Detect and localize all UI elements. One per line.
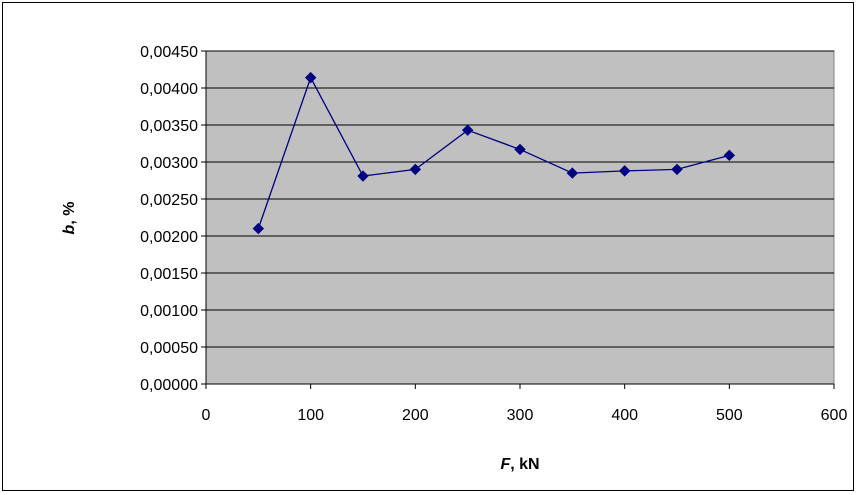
data-point	[252, 222, 265, 235]
y-tick-label: 0,00450	[140, 44, 198, 61]
x-tick-label: 200	[402, 407, 429, 424]
y-tick-label: 0,00000	[140, 377, 198, 394]
y-tick-label: 0,00150	[140, 266, 198, 283]
y-tick-label: 0,00250	[140, 192, 198, 209]
gridlines	[206, 50, 834, 348]
data-point	[514, 143, 526, 156]
y-tick-label: 0,00300	[140, 155, 198, 172]
y-tick-label: 0,00100	[140, 303, 198, 320]
y-axis-title: b, %	[61, 202, 78, 235]
x-axis-title: F, kN	[500, 456, 539, 473]
x-tick-label: 400	[611, 407, 638, 424]
tick-marks	[201, 50, 835, 389]
x-tick-label: 300	[507, 407, 534, 424]
y-tick-label: 0,00350	[140, 118, 198, 135]
data-point	[566, 167, 579, 179]
y-axis-unit: , %	[61, 202, 78, 225]
x-tick-label: 500	[716, 407, 743, 424]
y-axis-variable: b	[61, 224, 78, 234]
x-tick-label: 100	[297, 407, 324, 424]
x-axis-unit: , kN	[510, 456, 539, 473]
y-tick-labels: 0,00000 0,00050 0,00100 0,00150 0,00200 0,002…	[140, 44, 198, 394]
data-point	[671, 163, 683, 176]
x-tick-label: 600	[821, 407, 848, 424]
y-tick-label: 0,00200	[140, 229, 198, 246]
plot-area	[205, 50, 835, 385]
x-tick-labels: 0 100 200 300 400 500 600	[202, 407, 848, 424]
x-axis-variable: F	[500, 456, 511, 473]
y-tick-label: 0,00050	[140, 340, 198, 357]
series-line	[257, 76, 730, 229]
data-point	[461, 124, 474, 136]
y-tick-label: 0,00400	[140, 81, 198, 98]
data-point	[304, 71, 317, 84]
data-point	[357, 170, 369, 182]
data-series	[252, 71, 736, 235]
data-point	[723, 149, 736, 162]
data-point	[409, 163, 422, 176]
data-point	[618, 165, 631, 177]
x-tick-label: 0	[202, 407, 211, 424]
